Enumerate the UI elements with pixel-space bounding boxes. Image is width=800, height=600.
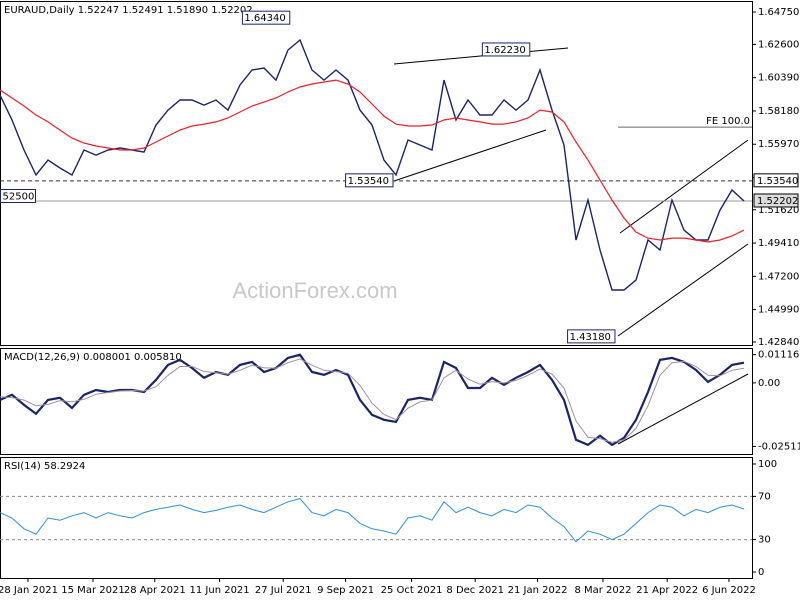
annotation-label: FE 100.0: [706, 116, 750, 127]
trendline: [617, 243, 749, 337]
x-tick-label: 11 Jun 2021: [190, 585, 250, 596]
annotation-label: 1.43180: [570, 332, 611, 343]
y-tick-label: 1.42840: [758, 337, 799, 348]
price-panel: [0, 1, 753, 346]
annotation-label: 1.53540: [348, 176, 389, 187]
y-tick-label: 1.64750: [758, 7, 799, 18]
x-tick-label: 6 Jun 2022: [702, 585, 756, 596]
y-tick-label: 0: [758, 567, 764, 578]
macd-panel: [0, 348, 753, 455]
price-title: EURAUD,Daily 1.52247 1.52491 1.51890 1.5…: [4, 5, 253, 16]
series-line: [0, 79, 745, 243]
y-tick-label: 1.58180: [758, 106, 799, 117]
y-tick-label: 1.51620: [758, 205, 799, 216]
macd-title: MACD(12,26,9) 0.008001 0.005810: [4, 352, 182, 363]
x-tick-label: 28 Jan 2021: [0, 585, 58, 596]
y-tick-label: 30: [758, 535, 771, 546]
annotation-label: 1.62230: [484, 45, 525, 56]
level-label: 1.52202: [757, 196, 798, 207]
x-tick-label: 8 Dec 2021: [446, 585, 504, 596]
annotation-box: [481, 42, 531, 57]
x-tick-label: 8 Mar 2022: [574, 585, 631, 596]
annotation-box: [241, 10, 291, 25]
rsi-title: RSI(14) 58.2924: [4, 461, 85, 472]
y-tick-label: 1.60390: [758, 73, 799, 84]
y-tick-label: 1.62600: [758, 39, 799, 50]
x-tick-label: 25 Oct 2021: [381, 585, 443, 596]
series-line: [0, 38, 745, 291]
annotation-label: 52500: [3, 192, 35, 203]
y-tick-label: 0.011168: [758, 350, 800, 361]
trendline: [393, 47, 569, 65]
level-label-box: [753, 173, 799, 188]
level-label: 1.53540: [757, 176, 798, 187]
y-tick-label: 1.44990: [758, 305, 799, 316]
y-tick-label: 1.49410: [758, 238, 799, 249]
x-tick-label: 21 Jan 2022: [508, 585, 568, 596]
trendline: [617, 373, 749, 445]
x-tick-label: 9 Sep 2021: [317, 585, 374, 596]
series-line: [0, 358, 745, 443]
y-tick-label: 1.55970: [758, 139, 799, 150]
x-tick-label: 15 Mar 2021: [61, 585, 124, 596]
x-tick-label: 21 Apr 2022: [636, 585, 698, 596]
y-tick-label: -0.025117: [758, 441, 800, 452]
annotation-box: [567, 329, 616, 344]
annotation-label: 1.64340: [244, 13, 285, 24]
y-tick-label: 100: [758, 459, 777, 470]
annotation-box: [345, 173, 394, 188]
annotation-box: [0, 189, 36, 204]
rsi-panel: [0, 457, 753, 579]
level-label-box: [753, 193, 799, 208]
trendline: [393, 129, 547, 182]
x-tick-label: 27 Jul 2021: [255, 585, 312, 596]
y-tick-label: 1.47200: [758, 271, 799, 282]
watermark: ActionForex.com: [232, 278, 397, 303]
y-tick-label: 0.00: [758, 378, 780, 389]
trendline: [619, 139, 749, 234]
series-line: [0, 498, 745, 543]
y-tick-label: 70: [758, 491, 771, 502]
x-tick-label: 28 Apr 2021: [124, 585, 186, 596]
